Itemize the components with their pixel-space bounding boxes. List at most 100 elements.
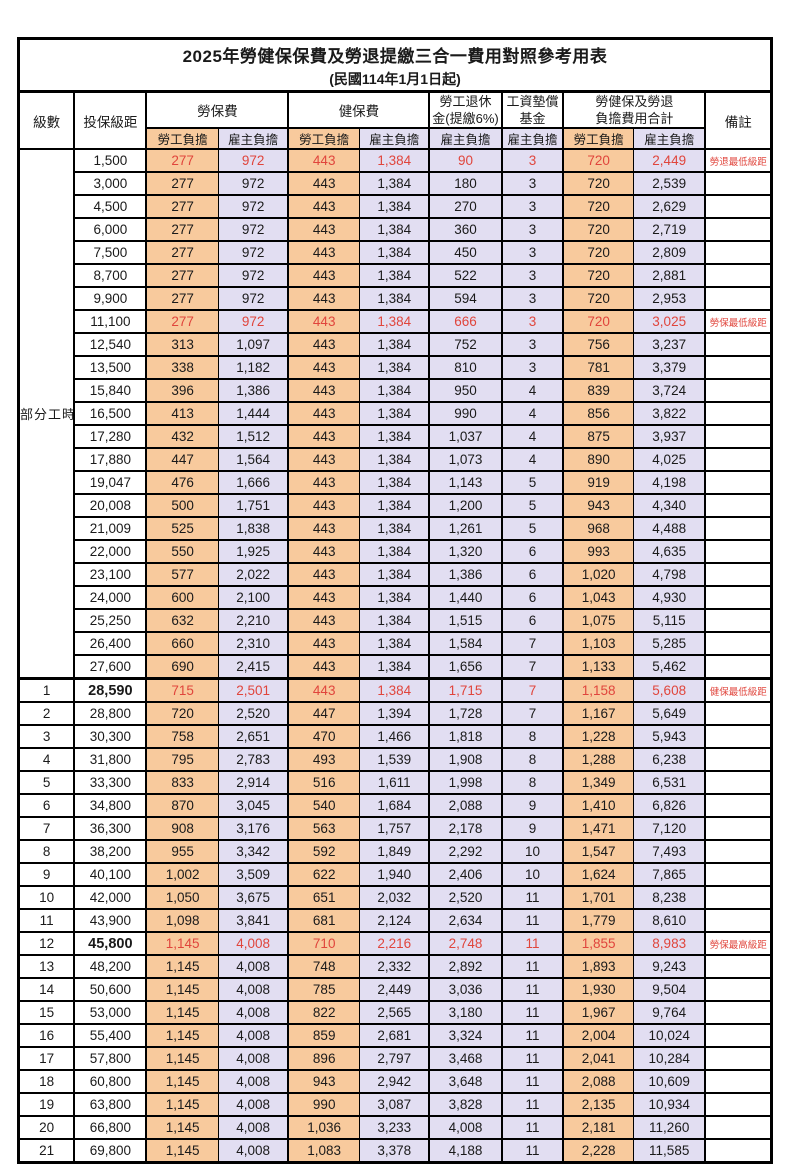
cell-health-employee: 493 [287,747,360,772]
table-row: 16 55,400 1,145 4,008 859 2,681 3,324 11 2,004 10… [18,1023,773,1048]
table-row: 11 43,900 1,098 3,841 681 2,124 2,634 11 1,779 8,… [18,908,773,933]
cell-health-employer: 2,942 [358,1069,430,1094]
table-row: 18 60,800 1,145 4,008 943 2,942 3,648 11 2,088 10… [18,1069,773,1094]
cell-total-employee: 2,181 [562,1115,634,1140]
cell-total-employee: 2,228 [562,1138,634,1164]
cell-health-employer: 3,378 [358,1138,430,1164]
cell-health-employer: 1,384 [358,493,430,518]
cell-health-employer: 1,757 [358,816,430,841]
cell-health-employer: 1,394 [358,701,430,726]
cell-health-employee: 443 [287,447,360,472]
level-cell: 21 [18,1138,75,1164]
cell-labor-employee: 447 [145,447,219,472]
level-cell: 15 [18,1000,75,1025]
cell-labor-employer: 972 [217,217,289,242]
cell-labor-employer: 4,008 [217,1023,289,1048]
cell-total-employee: 1,624 [562,862,634,887]
table-row: 9 40,100 1,002 3,509 622 1,940 2,406 10 1,624 7,8… [18,862,773,887]
cell-labor-employer: 1,751 [217,493,289,518]
cell-labor-employee: 277 [145,171,219,196]
cell-health-employee: 592 [287,839,360,864]
cell-labor-employer: 1,666 [217,470,289,495]
cell-wage-fund-employer: 10 [500,862,564,887]
col-header-level: 級數 [18,90,75,150]
cell-bracket: 63,800 [73,1092,147,1117]
cell-labor-employer: 1,564 [217,447,289,472]
level-cell: 18 [18,1069,75,1094]
cell-pension-employer: 594 [428,286,503,311]
cell-total-employee: 1,779 [562,908,634,933]
cell-bracket: 15,840 [73,378,147,403]
cell-total-employer: 2,809 [632,240,706,265]
table-row: 16,500 413 1,444 443 1,384 990 4 856 3,822 [19,401,773,426]
cell-total-employer: 9,243 [632,954,706,979]
cell-total-employee: 1,547 [562,839,634,864]
cell-total-employer: 2,719 [632,217,706,242]
cell-pension-employer: 950 [428,378,503,403]
cell-remark [704,816,773,841]
cell-pension-employer: 270 [428,194,503,219]
cell-pension-employer: 1,584 [428,631,503,656]
cell-bracket: 8,700 [73,263,147,288]
cell-bracket: 9,900 [73,286,147,311]
cell-bracket: 12,540 [73,332,147,357]
table-row: 26,400 660 2,310 443 1,384 1,584 7 1,103 5,285 [19,631,773,656]
cell-pension-employer: 1,143 [428,470,503,495]
table-row: 3,000 277 972 443 1,384 180 3 720 2,539 [19,171,773,196]
subheader-wage-fund-employer: 雇主負擔 [500,127,564,150]
level-cell: 7 [18,816,75,841]
cell-health-employer: 2,216 [358,931,430,956]
table-row: 17 57,800 1,145 4,008 896 2,797 3,468 11 2,041 10… [18,1046,773,1071]
cell-labor-employee: 1,145 [145,1023,219,1048]
cell-bracket: 36,300 [73,816,147,841]
cell-pension-employer: 1,908 [428,747,503,772]
cell-bracket: 60,800 [73,1069,147,1094]
subheader-labor-employee: 勞工負擔 [145,127,219,150]
cell-labor-employee: 660 [145,631,219,656]
cell-remark [704,701,773,726]
subheader-total-employer: 雇主負擔 [632,127,706,150]
subheader-health-employee: 勞工負擔 [287,127,360,150]
cell-labor-employer: 3,509 [217,862,289,887]
cell-labor-employer: 4,008 [217,1046,289,1071]
cell-wage-fund-employer: 11 [500,1000,564,1025]
cell-pension-employer: 752 [428,332,503,357]
cell-labor-employer: 2,501 [217,677,289,703]
cell-remark [704,793,773,818]
cell-labor-employer: 1,182 [217,355,289,380]
cell-total-employee: 1,158 [562,677,634,703]
cell-pension-employer: 1,440 [428,585,503,610]
cell-labor-employee: 277 [145,217,219,242]
cell-wage-fund-employer: 5 [500,493,564,518]
cell-total-employer: 7,493 [632,839,706,864]
col-header-wage-fund: 工資墊償 基金 [500,90,564,129]
cell-total-employee: 720 [562,171,634,196]
cell-remark [704,217,773,242]
table-row: 15 53,000 1,145 4,008 822 2,565 3,180 11 1,967 9,… [18,1000,773,1025]
cell-total-employee: 1,043 [562,585,634,610]
cell-pension-employer: 3,180 [428,1000,503,1025]
table-row: 4,500 277 972 443 1,384 270 3 720 2,629 [19,194,773,219]
cell-remark: 勞保最低級距 [704,309,773,334]
cell-labor-employer: 1,097 [217,332,289,357]
cell-health-employee: 443 [287,470,360,495]
cell-labor-employee: 1,145 [145,1092,219,1117]
cell-remark [704,1092,773,1117]
cell-remark [704,424,773,449]
cell-bracket: 30,300 [73,724,147,749]
cell-labor-employer: 4,008 [217,1000,289,1025]
table-row: 25,250 632 2,210 443 1,384 1,515 6 1,075 5,115 [19,608,773,633]
col-header-labor-insurance: 勞保費 [145,90,289,129]
cell-remark [704,194,773,219]
cell-health-employer: 1,940 [358,862,430,887]
cell-total-employee: 1,228 [562,724,634,749]
cell-health-employee: 1,036 [287,1115,360,1140]
cell-wage-fund-employer: 4 [500,378,564,403]
cell-health-employer: 2,332 [358,954,430,979]
cell-bracket: 33,300 [73,770,147,795]
cell-total-employee: 1,410 [562,793,634,818]
cell-labor-employer: 2,100 [217,585,289,610]
cell-labor-employee: 476 [145,470,219,495]
cell-labor-employee: 908 [145,816,219,841]
cell-health-employer: 1,384 [358,194,430,219]
